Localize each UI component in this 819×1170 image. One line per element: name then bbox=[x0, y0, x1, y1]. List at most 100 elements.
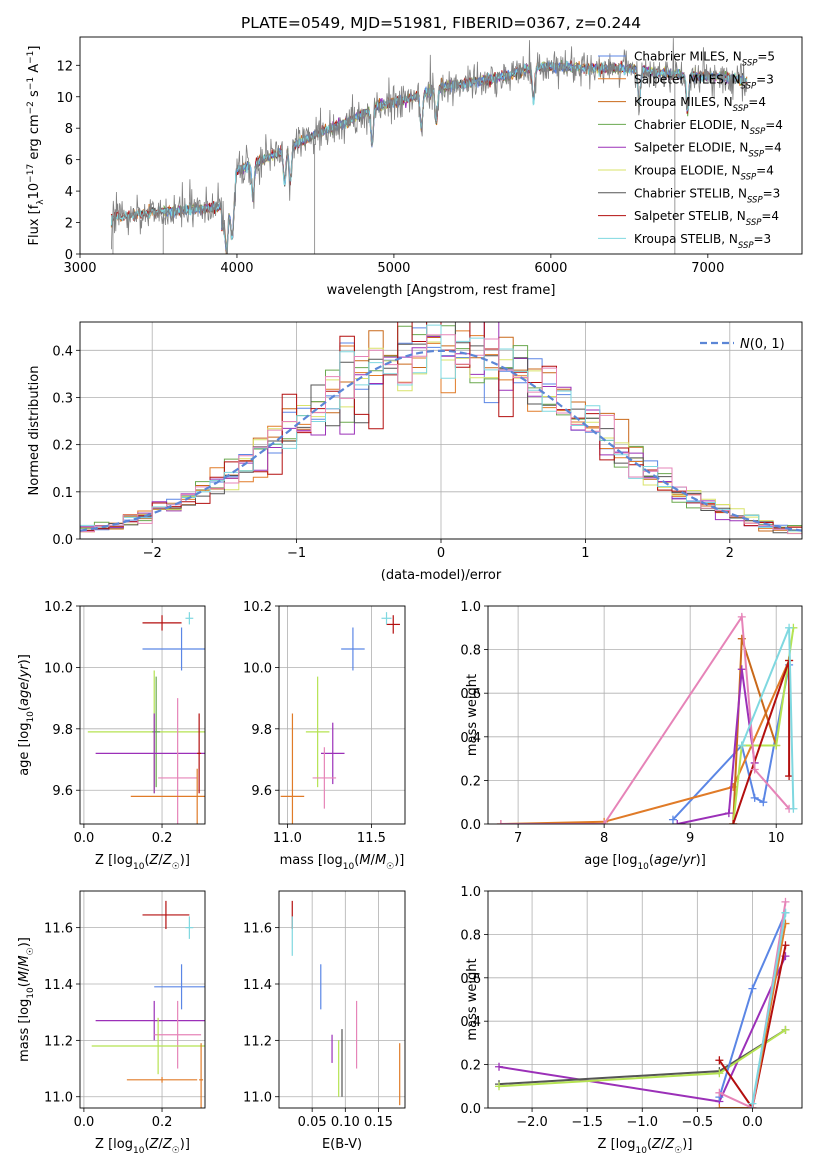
y-axis-label: mass weight bbox=[465, 958, 480, 1040]
histogram-legend: N(0, 1) bbox=[700, 337, 785, 352]
y-tick-label: 0.2 bbox=[460, 1059, 481, 1074]
weight-marker bbox=[715, 1069, 724, 1078]
weight-marker bbox=[495, 1062, 504, 1071]
y-tick-label: 9.6 bbox=[52, 784, 73, 799]
x-tick-label: 0.05 bbox=[298, 1115, 327, 1130]
x-axis-label: wavelength [Angstrom, rest frame] bbox=[327, 283, 556, 298]
weight_vs_Z-series bbox=[495, 897, 790, 1108]
weight-marker bbox=[789, 804, 798, 813]
weight-marker bbox=[715, 1056, 724, 1065]
y-tick-label: 0 bbox=[65, 248, 73, 263]
weight_vs_age-frame bbox=[487, 605, 803, 825]
histogram-frame bbox=[79, 321, 803, 540]
legend-label: Salpeter ELODIE, NSSP=4 bbox=[634, 141, 782, 160]
age_vs_mass-frame bbox=[278, 605, 406, 825]
mass_vs_Z-axes: 0.0 0.2 11.0 11.2 11.4 11.6 bbox=[44, 891, 205, 1130]
y-tick-label: 1.0 bbox=[460, 885, 481, 900]
x-tick-label: 5000 bbox=[377, 261, 410, 276]
weight-marker bbox=[781, 941, 790, 950]
y-tick-label: 0.1 bbox=[52, 486, 73, 501]
legend-label: Salpeter MILES, NSSP=3 bbox=[634, 72, 774, 91]
weight-marker bbox=[748, 1099, 757, 1108]
legend-label: Chabrier MILES, NSSP=5 bbox=[634, 50, 775, 69]
weight-marker bbox=[781, 897, 790, 906]
x-tick-label: 0 bbox=[437, 546, 445, 561]
y-tick-label: 6 bbox=[65, 154, 73, 169]
y-tick-label: 9.8 bbox=[52, 723, 73, 738]
y-tick-label: 11.2 bbox=[243, 1034, 272, 1049]
x-tick-label: 7 bbox=[514, 831, 522, 846]
y-tick-label: 10.2 bbox=[243, 600, 272, 615]
mass_vs_EBV-points bbox=[291, 900, 401, 1106]
data-spectrum-line bbox=[111, 38, 748, 254]
y-tick-label: 2 bbox=[65, 217, 73, 232]
y-tick-label: 10 bbox=[56, 91, 73, 106]
y-tick-label: 9.8 bbox=[251, 723, 272, 738]
weight-marker bbox=[785, 623, 794, 632]
legend-label: Salpeter STELIB, NSSP=4 bbox=[634, 209, 779, 228]
age_vs_mass-axes: 11.0 11.5 9.6 9.8 10.0 10.2 bbox=[243, 600, 405, 846]
weight-line bbox=[751, 912, 787, 1104]
spectrum-axes: 3000 4000 5000 6000 7000 0 2 4 6 8 10 12 bbox=[56, 59, 724, 276]
x-axis-label: (data-model)/error bbox=[381, 568, 502, 583]
y-tick-label: 0.8 bbox=[460, 644, 481, 659]
x-tick-label: 0.0 bbox=[74, 831, 95, 846]
y-tick-label: 0.6 bbox=[460, 972, 481, 987]
y-axis-label: Normed distribution bbox=[27, 366, 42, 496]
spectrum-lines bbox=[110, 38, 748, 254]
x-tick-label: −1 bbox=[287, 546, 306, 561]
weight-marker bbox=[772, 741, 781, 750]
model-spectrum-line bbox=[110, 60, 748, 254]
y-tick-label: 0.4 bbox=[460, 1015, 481, 1030]
y-tick-label: 11.0 bbox=[243, 1091, 272, 1106]
weight-line bbox=[718, 945, 787, 1108]
y-tick-label: 8 bbox=[65, 122, 73, 137]
y-tick-label: 11.6 bbox=[243, 922, 272, 937]
y-tick-label: 9.6 bbox=[251, 784, 272, 799]
normal-curve bbox=[80, 349, 802, 532]
y-tick-label: 10.0 bbox=[243, 661, 272, 676]
y-tick-label: 0.4 bbox=[460, 731, 481, 746]
x-tick-label: 0.10 bbox=[331, 1115, 360, 1130]
y-tick-label: 11.0 bbox=[44, 1091, 73, 1106]
figure-title: PLATE=0549, MJD=51981, FIBERID=0367, z=0… bbox=[241, 14, 641, 32]
weight-marker bbox=[600, 820, 609, 824]
x-tick-label: 11.5 bbox=[357, 831, 386, 846]
y-tick-label: 11.4 bbox=[44, 978, 73, 993]
x-tick-label: 4000 bbox=[220, 261, 253, 276]
spectrum-frame bbox=[79, 36, 803, 255]
x-axis-label: E(B-V) bbox=[322, 1137, 362, 1152]
weight-marker bbox=[729, 820, 738, 824]
mass_vs_EBV-frame bbox=[278, 890, 406, 1109]
x-tick-label: 0.2 bbox=[152, 1115, 173, 1130]
weight-line bbox=[500, 660, 791, 824]
y-axis-label: mass [log10(M/M☉)] bbox=[17, 937, 36, 1062]
y-tick-label: 1.0 bbox=[460, 600, 481, 615]
x-tick-label: −1.0 bbox=[626, 1115, 658, 1130]
age_vs_mass-points bbox=[280, 612, 400, 824]
legend-label: Chabrier STELIB, NSSP=3 bbox=[634, 186, 780, 205]
legend-label: Chabrier ELODIE, NSSP=4 bbox=[634, 118, 783, 137]
weight-marker bbox=[724, 809, 733, 818]
y-axis-label: mass weight bbox=[465, 674, 480, 756]
y-tick-label: 11.2 bbox=[44, 1034, 73, 1049]
mass_vs_EBV-axes: 0.05 0.10 0.15 11.0 11.2 11.4 11.6 bbox=[243, 891, 405, 1130]
weight-marker bbox=[737, 665, 746, 674]
x-tick-label: −1.5 bbox=[571, 1115, 603, 1130]
legend-label: Kroupa MILES, NSSP=4 bbox=[634, 95, 766, 114]
age_vs_Z-points bbox=[87, 612, 205, 824]
y-tick-label: 10.2 bbox=[44, 600, 73, 615]
y-tick-label: 11.6 bbox=[44, 922, 73, 937]
legend-label: N(0, 1) bbox=[740, 337, 785, 352]
weight-marker bbox=[737, 741, 746, 750]
weight-marker bbox=[748, 984, 757, 993]
x-tick-label: 3000 bbox=[63, 261, 96, 276]
x-tick-label: 7000 bbox=[691, 261, 724, 276]
y-tick-label: 0.2 bbox=[460, 774, 481, 789]
histogram-bars bbox=[80, 322, 802, 537]
age_vs_Z-frame bbox=[79, 605, 206, 825]
y-axis-label: Flux [fλ10−17 erg cm−2 s−1 A−1] bbox=[26, 46, 46, 246]
x-axis-label: age [log10(age/yr)] bbox=[584, 853, 706, 872]
y-tick-label: 4 bbox=[65, 185, 73, 200]
